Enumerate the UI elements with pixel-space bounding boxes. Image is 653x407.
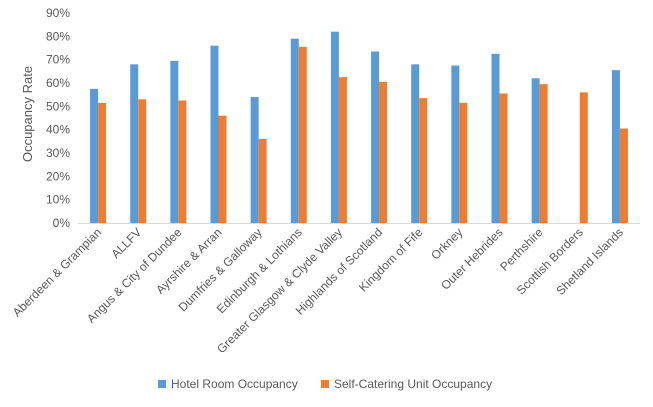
y-tick-label: 90% xyxy=(46,6,70,20)
y-tick-label: 10% xyxy=(46,193,70,207)
bar-hotel-11 xyxy=(531,78,540,223)
y-axis-title: Occupancy Rate xyxy=(20,66,35,162)
bar-hotel-9 xyxy=(451,65,460,223)
bar-hotel-0 xyxy=(90,88,99,223)
bar-self-catering-2 xyxy=(178,100,187,223)
bar-self-catering-9 xyxy=(459,102,468,223)
bars-group xyxy=(90,31,628,224)
bar-hotel-7 xyxy=(371,51,380,223)
x-tick-label: ALLFV xyxy=(108,225,144,261)
bar-hotel-13 xyxy=(611,70,620,224)
bar-self-catering-8 xyxy=(419,98,428,223)
y-tick-label: 30% xyxy=(46,146,70,160)
bar-self-catering-6 xyxy=(338,77,347,224)
legend-label-0: Hotel Room Occupancy xyxy=(171,377,298,391)
x-tick-label: Orkney xyxy=(428,225,465,262)
bar-hotel-4 xyxy=(250,97,259,223)
bar-hotel-6 xyxy=(330,31,339,223)
y-axis-title-group: Occupancy Rate xyxy=(20,66,35,162)
legend-swatch-1 xyxy=(321,380,329,388)
legend-label-1: Self-Catering Unit Occupancy xyxy=(334,377,492,391)
bar-hotel-2 xyxy=(170,60,179,224)
y-tick-label: 40% xyxy=(46,123,70,137)
x-tick-label: Aberdeen & Grampian xyxy=(10,225,104,319)
bar-self-catering-0 xyxy=(98,102,107,223)
bar-hotel-10 xyxy=(491,53,500,224)
bar-self-catering-10 xyxy=(499,93,508,223)
y-tick-label: 0% xyxy=(53,216,71,230)
y-tick-label: 70% xyxy=(46,53,70,67)
bar-self-catering-5 xyxy=(298,46,307,224)
bar-self-catering-1 xyxy=(138,99,147,223)
bar-self-catering-3 xyxy=(218,115,227,223)
bar-self-catering-7 xyxy=(379,81,388,223)
legend: Hotel Room Occupancy Self-Catering Unit O… xyxy=(158,377,492,391)
bar-self-catering-12 xyxy=(579,92,588,223)
bar-self-catering-13 xyxy=(619,128,628,223)
y-tick-label: 60% xyxy=(46,76,70,90)
y-tick-label: 50% xyxy=(46,99,70,113)
y-tick-label: 80% xyxy=(46,29,70,43)
bar-hotel-1 xyxy=(130,64,139,223)
y-axis-ticks: 0% 10% 20% 30% 40% 50% 60% 70% 80% 90% xyxy=(46,6,70,230)
y-tick-label: 20% xyxy=(46,169,70,183)
bar-hotel-8 xyxy=(411,64,420,223)
bar-self-catering-4 xyxy=(258,139,267,223)
bar-hotel-5 xyxy=(290,38,299,223)
legend-swatch-0 xyxy=(158,380,166,388)
bar-hotel-3 xyxy=(210,45,219,223)
bar-self-catering-11 xyxy=(539,84,548,224)
